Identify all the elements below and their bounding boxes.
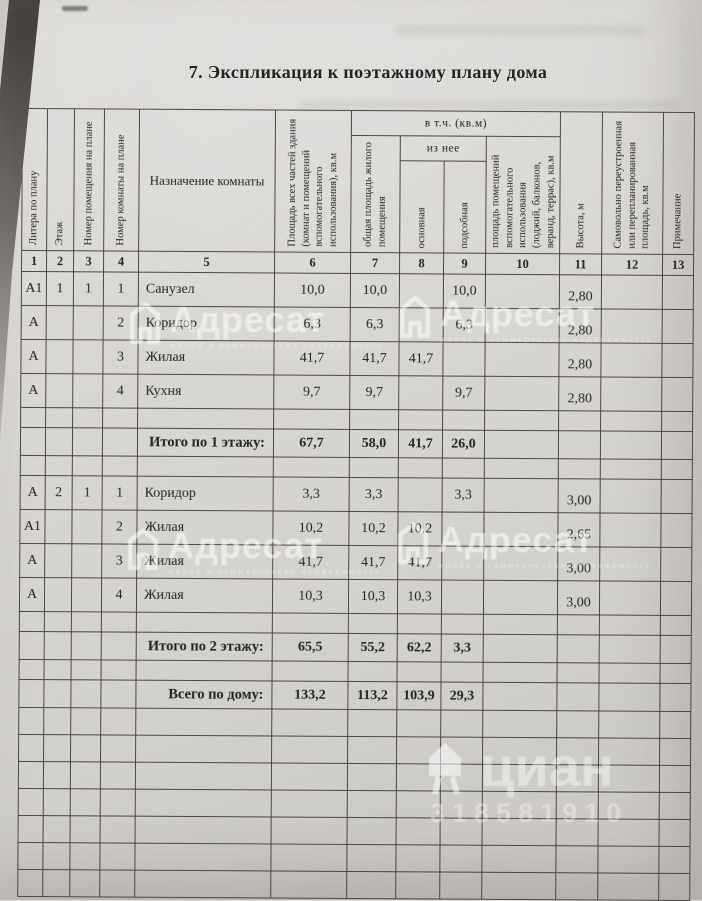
ink-mark <box>62 6 88 11</box>
table-row: А1 2 Жилая 10,2 10,2 10,2 2,65 <box>19 509 693 548</box>
col-header-vspomogatelnaya: площадь помещений вспомогательного испол… <box>485 136 561 254</box>
col-header-naznachenie: Назначение комнаты <box>138 109 276 252</box>
table-row <box>17 869 690 901</box>
table-row: А 3 Жилая 41,7 41,7 41,7 2,80 <box>20 339 694 378</box>
col-header-nomer-komnaty: Номер комнаты на плане <box>103 108 140 252</box>
col-header-primechanie: Примечание <box>662 112 695 255</box>
page-title: 7. Экспликация к поэтажному плану дома <box>188 62 548 82</box>
col-header-osnovnaya: основная <box>399 160 445 254</box>
table-row: Итого по 2 этажу: 65,5 55,2 62,2 3,3 <box>19 631 692 664</box>
table-row: А 4 Кухня 9,7 9,7 9,7 2,80 <box>20 373 693 412</box>
table-row: А1 1 1 1 Санузел 10,0 10,0 10,0 2,80 <box>21 271 694 310</box>
bleedthrough-smudge <box>396 26 646 35</box>
table-row <box>17 842 691 874</box>
col-header-obshchaya: общая площадь жилого помещения <box>350 135 401 253</box>
col-header-samovolno: Самовольно переустроенная или перепланир… <box>601 111 664 255</box>
scan-edge-sliver <box>0 0 9 90</box>
explication-table: Литера по плану Этаж Номер помещения на … <box>17 108 695 901</box>
col-header-podsobnaya: подсобная <box>443 161 487 254</box>
table-row <box>18 734 691 766</box>
table-row <box>18 788 691 820</box>
explication-table-wrapper: Литера по плану Этаж Номер помещения на … <box>17 108 695 901</box>
group-header-vtch: в т.ч. (кв.м) <box>351 110 561 137</box>
table-row: Всего по дому: 133,2 113,2 103,9 29,3 <box>18 679 692 712</box>
table-row: А 2 1 1 Коридор 3,3 3,3 3,3 3,00 <box>20 475 693 514</box>
table-row <box>18 761 691 793</box>
total-row-label: Итого по 2 этажу: <box>147 637 264 655</box>
table-row <box>18 707 691 739</box>
table-row: А 3 Жилая 41,7 41,7 41,7 3,00 <box>19 543 692 582</box>
table-row <box>18 815 691 847</box>
table-row: А 2 Коридор 6,3 6,3 6,3 2,80 <box>21 305 694 344</box>
table-header: Литера по плану Этаж Номер помещения на … <box>21 108 695 276</box>
total-row-label: Итого по 1 этажу: <box>149 433 266 451</box>
total-row-label: Всего по дому: <box>168 685 264 703</box>
col-header-nomer-pomeshcheniya: Номер помещения на плане <box>73 108 105 251</box>
col-header-ploshchad-vsekh: Площадь всех частей здания (комнат и пом… <box>274 109 352 253</box>
table-row: А 4 Жилая 10,3 10,3 10,3 3,00 <box>19 577 692 616</box>
table-row: Итого по 1 этажу: 67,7 58,0 41,7 26,0 <box>20 427 693 460</box>
col-header-etazh: Этаж <box>46 108 75 251</box>
table-body: А1 1 1 1 Санузел 10,0 10,0 10,0 2,80 А 2 Коридор 6… <box>17 271 694 901</box>
group-header-iz-nee: из нее <box>400 135 487 162</box>
bleedthrough-smudge <box>300 100 680 110</box>
col-header-vysota: Высота, м <box>559 111 603 254</box>
